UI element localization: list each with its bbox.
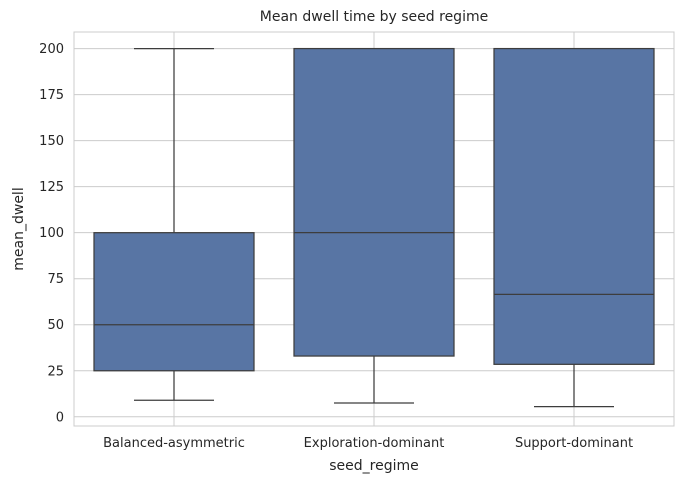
box-group (493, 47, 655, 408)
box-group (293, 47, 455, 404)
box-iqr (93, 232, 255, 372)
y-tick-label: 200 (39, 42, 64, 57)
box-layer (93, 47, 655, 408)
x-tick-label: Exploration-dominant (304, 436, 445, 451)
box-iqr (293, 47, 455, 357)
y-axis-label: mean_dwell (11, 187, 27, 270)
box-group (93, 47, 255, 401)
plot-frame (73, 31, 675, 427)
y-tick-label: 100 (39, 226, 64, 241)
y-tick-label: 50 (47, 318, 64, 333)
x-tick-label: Support-dominant (515, 436, 633, 451)
y-tick-label: 75 (47, 272, 64, 287)
x-tick-label: Balanced-asymmetric (103, 436, 245, 451)
box-iqr (493, 47, 655, 365)
y-tick-label: 25 (47, 364, 64, 379)
y-tick-label: 0 (56, 410, 64, 425)
x-axis-label: seed_regime (329, 458, 419, 474)
chart-title: Mean dwell time by seed regime (260, 9, 488, 25)
x-tick-labels: Balanced-asymmetric Exploration-dominant S… (103, 436, 633, 451)
y-tick-labels: 0 25 50 75 100 125 150 175 200 (39, 42, 64, 425)
y-tick-label: 175 (39, 88, 64, 103)
y-tick-label: 150 (39, 134, 64, 149)
y-tick-label: 125 (39, 180, 64, 195)
